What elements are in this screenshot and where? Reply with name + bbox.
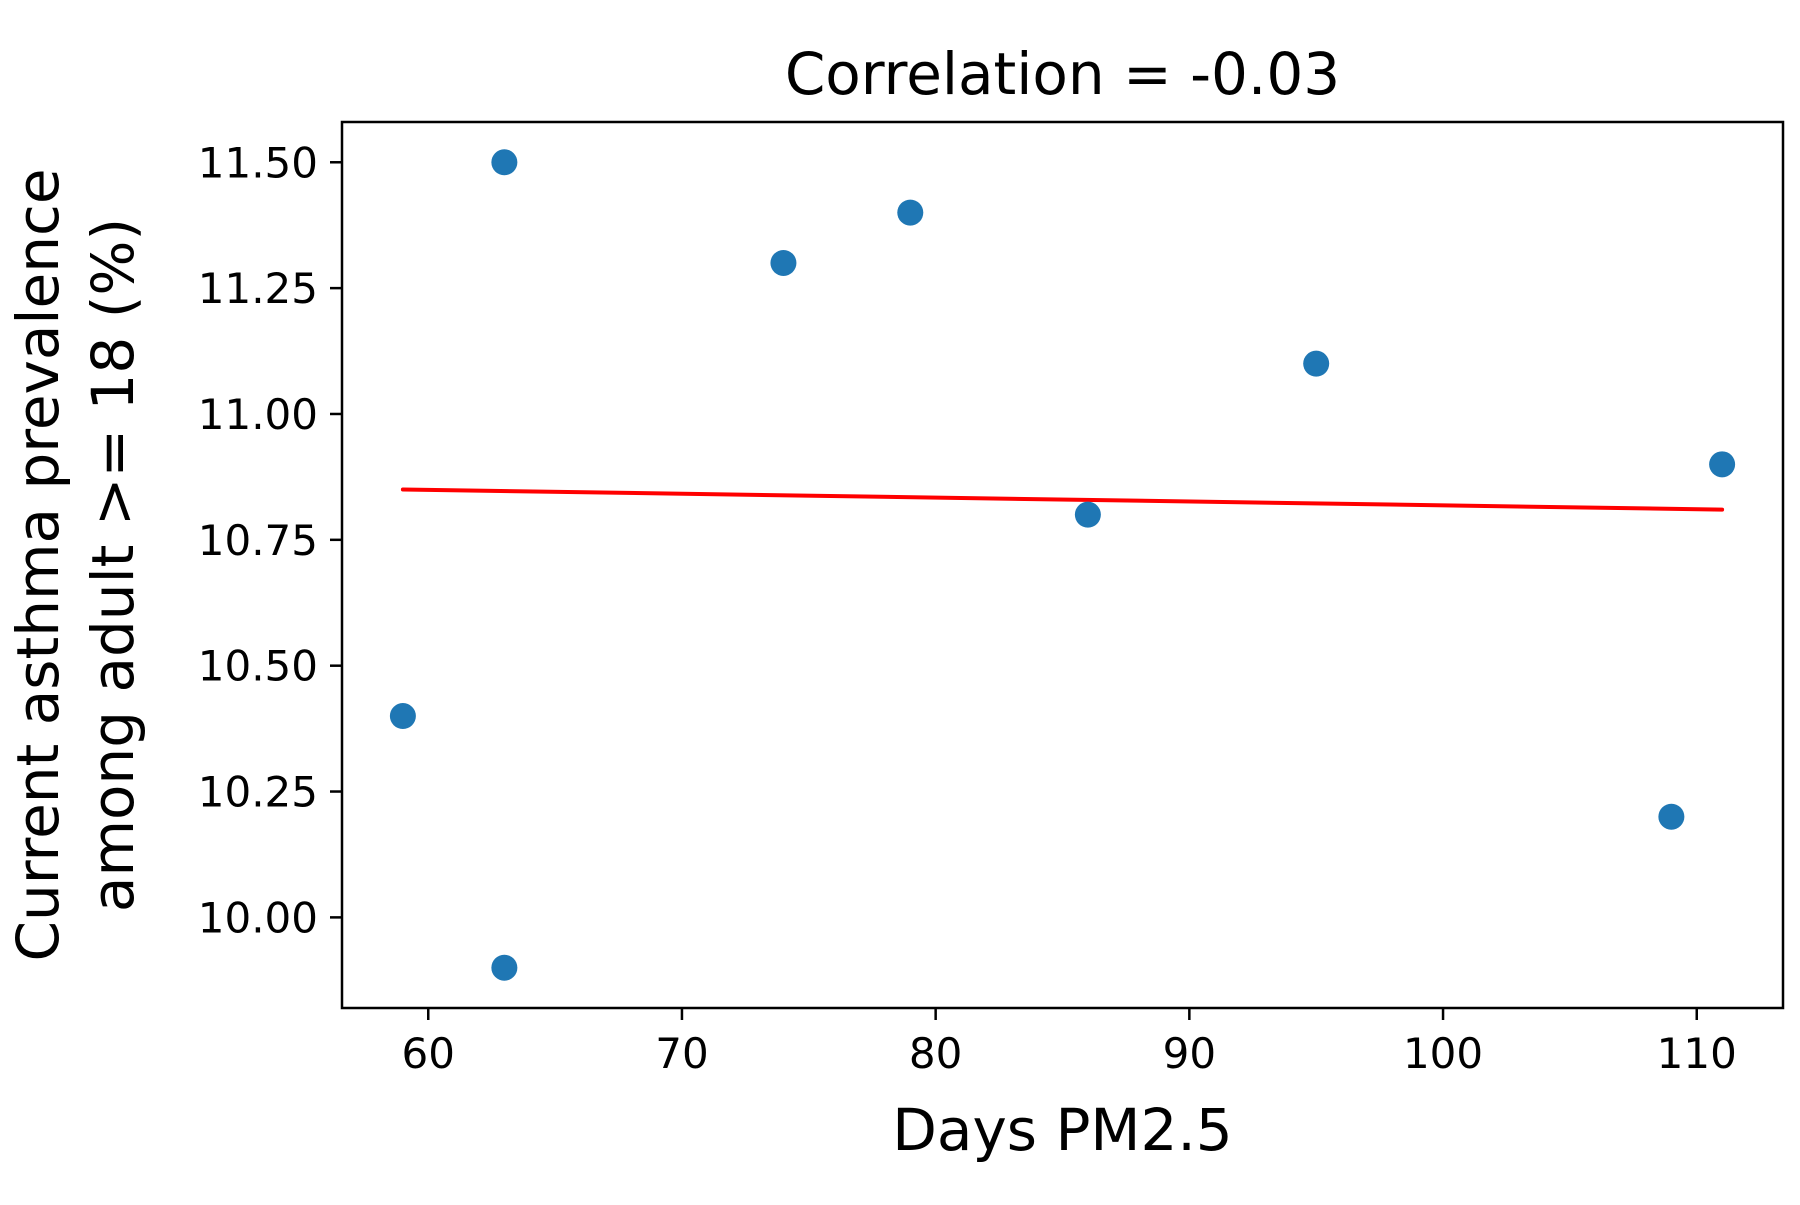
data-point: [897, 199, 924, 226]
data-point: [1074, 501, 1101, 528]
y-tick-label: 11.50: [198, 138, 318, 187]
data-point: [770, 249, 797, 276]
x-axis-label: Days PM2.5: [892, 1096, 1232, 1164]
data-point: [491, 149, 518, 176]
data-point: [1658, 803, 1685, 830]
y-tick-label: 10.00: [198, 893, 318, 942]
plot-frame: [340, 120, 1785, 1010]
data-point: [491, 954, 518, 981]
x-tick-label: 110: [1657, 1029, 1737, 1078]
data-point: [389, 703, 416, 730]
trend-line-layer: [400, 487, 1725, 512]
x-axis: 60 70 80 90 100 110: [402, 1008, 1737, 1078]
data-point: [1303, 350, 1330, 377]
trend-line: [400, 487, 1725, 512]
y-axis-label-line-1: Current asthma prevalence: [4, 168, 72, 961]
y-tick-label: 10.75: [198, 516, 318, 565]
data-points-layer: [389, 149, 1736, 981]
y-tick-label: 11.25: [198, 264, 318, 313]
y-tick-label: 11.00: [198, 390, 318, 439]
x-tick-label: 70: [655, 1029, 708, 1078]
y-axis-label-line-2: among adult >= 18 (%): [79, 218, 147, 912]
x-tick-label: 100: [1403, 1029, 1483, 1078]
x-tick-label: 80: [909, 1029, 962, 1078]
plot-area: [340, 120, 1785, 1010]
data-point: [1709, 451, 1736, 478]
chart-title: Correlation = -0.03: [785, 40, 1340, 108]
x-tick-label: 90: [1163, 1029, 1216, 1078]
y-tick-label: 10.25: [198, 768, 318, 817]
y-axis-label: Current asthma prevalence among adult >=…: [4, 168, 147, 961]
y-tick-label: 10.50: [198, 642, 318, 691]
y-axis: 10.00 10.25 10.50 10.75 11.00 11.25 11.50: [198, 138, 342, 942]
x-tick-label: 60: [402, 1029, 455, 1078]
